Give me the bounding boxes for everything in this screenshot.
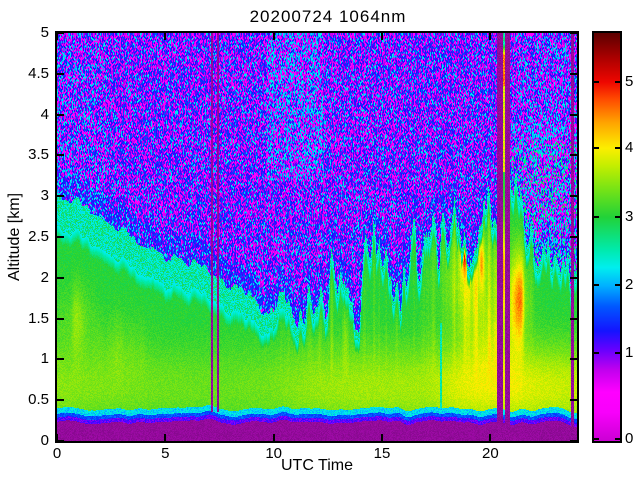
y-tick-mark bbox=[57, 276, 64, 279]
colorbar-tick-mark bbox=[615, 438, 620, 441]
y-tick-mark bbox=[570, 317, 577, 320]
y-tick-label: 5 bbox=[40, 24, 49, 41]
y-tick-mark bbox=[570, 154, 577, 157]
colorbar-tick-label: 1 bbox=[625, 343, 634, 361]
y-tick-mark bbox=[57, 358, 64, 361]
y-tick-label: 0.5 bbox=[28, 391, 49, 409]
colorbar-tick-mark bbox=[594, 147, 599, 150]
colorbar-tick-mark bbox=[594, 216, 599, 218]
y-tick-mark bbox=[57, 195, 64, 198]
y-tick-mark bbox=[570, 32, 577, 34]
colorbar-tick-label: 5 bbox=[625, 72, 634, 90]
y-tick-label: 1.5 bbox=[28, 309, 49, 327]
x-tick-mark bbox=[489, 33, 492, 40]
colorbar-tick-mark bbox=[615, 284, 620, 287]
x-tick-mark bbox=[56, 434, 58, 441]
x-tick-mark bbox=[272, 434, 275, 441]
colorbar-tick-label: 2 bbox=[625, 276, 634, 294]
y-tick-label: 0 bbox=[40, 432, 49, 449]
y-tick-mark bbox=[570, 358, 577, 361]
colorbar-tick-label: 4 bbox=[625, 139, 634, 157]
x-tick-mark bbox=[56, 33, 58, 40]
x-tick-mark bbox=[272, 33, 275, 40]
x-tick-label: 10 bbox=[265, 445, 282, 462]
y-tick-label: 1 bbox=[40, 350, 49, 368]
plot-area bbox=[55, 31, 579, 443]
colorbar-tick-mark bbox=[594, 80, 599, 83]
x-tick-label: 15 bbox=[373, 445, 391, 462]
y-tick-mark bbox=[57, 32, 64, 34]
chart-title: 20200724 1064nm bbox=[249, 7, 407, 26]
y-tick-mark bbox=[57, 236, 64, 238]
colorbar-tick-label: 3 bbox=[625, 208, 634, 225]
colorbar-tick-mark bbox=[615, 147, 620, 150]
x-tick-label: 20 bbox=[481, 445, 499, 462]
y-tick-mark bbox=[57, 440, 64, 442]
x-tick-mark bbox=[381, 434, 383, 441]
x-tick-label: 0 bbox=[52, 445, 62, 462]
y-tick-label: 2.5 bbox=[28, 228, 49, 245]
colorbar-tick-mark bbox=[594, 438, 599, 441]
y-tick-mark bbox=[57, 399, 64, 402]
y-tick-mark bbox=[570, 236, 577, 238]
y-tick-label: 4.5 bbox=[28, 64, 49, 82]
y-tick-label: 3.5 bbox=[28, 146, 49, 164]
y-tick-mark bbox=[570, 195, 577, 198]
colorbar-tick-mark bbox=[615, 216, 620, 218]
colorbar-tick-mark bbox=[594, 351, 599, 354]
colorbar-tick-mark bbox=[594, 284, 599, 287]
y-tick-mark bbox=[570, 276, 577, 279]
colorbar-tick-mark bbox=[615, 80, 620, 83]
y-tick-mark bbox=[570, 440, 577, 442]
y-tick-mark bbox=[57, 317, 64, 320]
y-tick-mark bbox=[57, 113, 64, 116]
heatmap-canvas bbox=[57, 33, 577, 441]
colorbar-gradient bbox=[594, 33, 620, 441]
x-tick-mark bbox=[164, 33, 167, 40]
colorbar-tick-label: 0 bbox=[625, 430, 634, 448]
colorbar-tick-mark bbox=[615, 351, 620, 354]
x-tick-mark bbox=[381, 33, 383, 40]
x-tick-mark bbox=[164, 434, 167, 441]
x-tick-mark bbox=[489, 434, 492, 441]
y-tick-mark bbox=[570, 399, 577, 402]
y-tick-label: 3 bbox=[40, 187, 49, 205]
y-tick-label: 2 bbox=[40, 268, 49, 286]
y-tick-mark bbox=[570, 113, 577, 116]
x-tick-label: 5 bbox=[161, 445, 170, 462]
y-tick-label: 4 bbox=[40, 105, 49, 123]
colorbar bbox=[592, 31, 622, 443]
x-axis-label: UTC Time bbox=[281, 457, 353, 474]
y-tick-mark bbox=[570, 72, 577, 75]
y-tick-mark bbox=[57, 154, 64, 157]
y-tick-mark bbox=[57, 72, 64, 75]
